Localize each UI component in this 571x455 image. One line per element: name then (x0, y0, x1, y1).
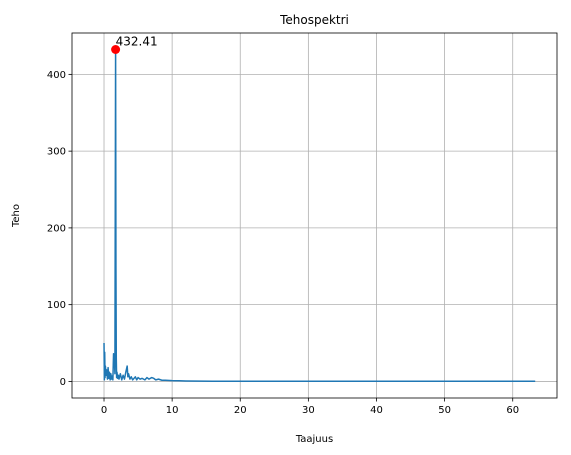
grid-lines (72, 33, 557, 398)
peak-marker (111, 44, 121, 54)
series-line (103, 48, 536, 383)
x-tick-label: 0 (101, 405, 107, 416)
x-tick-label: 10 (166, 405, 179, 416)
peak-label: 432.41 (116, 34, 158, 48)
y-tick-label: 100 (47, 300, 66, 311)
y-axis-title: Teho (11, 204, 22, 228)
y-axis-ticks: 0 100 200 300 400 (47, 70, 72, 388)
x-tick-label: 20 (234, 405, 247, 416)
y-tick-label: 300 (47, 147, 66, 158)
chart-title: Tehospektri (279, 13, 349, 27)
y-tick-label: 0 (60, 377, 66, 388)
x-tick-label: 30 (302, 405, 315, 416)
y-tick-label: 200 (47, 223, 66, 234)
plot-frame (71, 32, 558, 399)
series-layer (103, 48, 536, 383)
x-axis-title: Taajuus (295, 434, 333, 445)
peak-layer: 432.41 (111, 34, 158, 54)
y-tick-label: 400 (47, 70, 66, 81)
x-tick-label: 40 (370, 405, 383, 416)
x-axis-ticks: 0 10 20 30 40 50 60 (101, 398, 519, 416)
x-tick-label: 50 (438, 405, 451, 416)
x-tick-label: 60 (506, 405, 519, 416)
